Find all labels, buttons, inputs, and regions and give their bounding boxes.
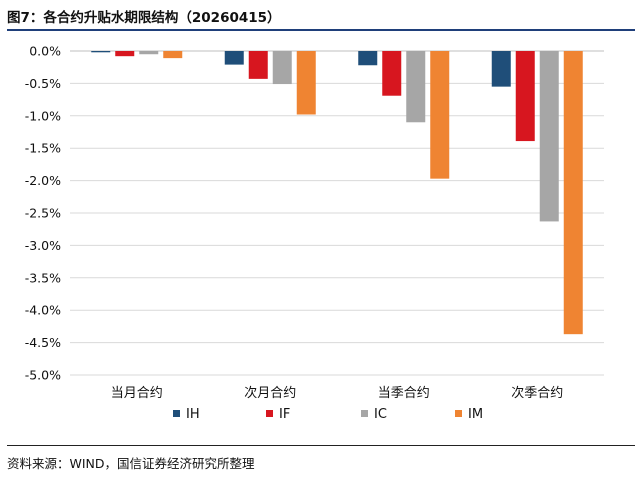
bar-im: [563, 51, 583, 335]
legend-swatch-ic: [361, 410, 368, 417]
bar-ih: [224, 51, 244, 65]
bars: [91, 51, 583, 335]
bar-if: [382, 51, 402, 96]
y-axis: 0.0% -0.5% -1.0% -1.5% -2.0% -2.5% -3.0% -3.5% -…: [25, 44, 61, 383]
source-rule: [7, 445, 635, 446]
legend-label-im: IM: [468, 407, 483, 422]
title-rule: [7, 29, 635, 31]
bar-ih: [91, 51, 111, 53]
legend-label-ic: IC: [374, 407, 387, 422]
y-tick-label: -1.0%: [25, 108, 61, 123]
grid-lines: [70, 50, 604, 376]
legend-label-if: IF: [279, 407, 290, 422]
bar-if: [248, 51, 268, 79]
x-tick-label: 次月合约: [244, 385, 296, 401]
bar-ic: [406, 51, 426, 123]
x-tick-label: 当月合约: [111, 386, 163, 401]
legend-swatch-im: [455, 410, 462, 417]
legend: IH IF IC IM: [173, 407, 483, 422]
y-tick-label: -1.5%: [25, 141, 61, 156]
bar-im: [296, 51, 316, 115]
legend-label-ih: IH: [186, 407, 200, 422]
bar-im: [163, 51, 183, 59]
x-axis: 当月合约 次月合约 当季合约 次季合约: [111, 385, 564, 401]
y-tick-label: -2.5%: [25, 206, 61, 221]
x-tick-label: 当季合约: [378, 386, 430, 401]
bar-ih: [491, 51, 511, 87]
y-tick-label: -0.5%: [25, 76, 61, 91]
y-tick-label: -3.0%: [25, 238, 61, 253]
y-tick-label: -2.0%: [25, 173, 61, 188]
bar-im: [430, 51, 450, 179]
y-tick-label: 0.0%: [29, 44, 61, 59]
bar-ic: [539, 51, 559, 222]
figure-title: 图7：各合约升贴水期限结构（20260415）: [7, 10, 281, 26]
y-tick-label: -5.0%: [25, 368, 61, 383]
x-tick-label: 次季合约: [511, 385, 563, 401]
legend-swatch-if: [266, 410, 273, 417]
source-note: 资料来源：WIND，国信证券经济研究所整理: [7, 456, 255, 471]
bar-ic: [139, 51, 159, 55]
y-tick-label: -3.5%: [25, 270, 61, 285]
y-tick-label: -4.0%: [25, 303, 61, 318]
bar-if: [115, 51, 135, 57]
legend-swatch-ih: [173, 410, 180, 417]
bar-ic: [272, 51, 292, 85]
y-tick-label: -4.5%: [25, 335, 61, 350]
bar-ih: [358, 51, 378, 66]
bar-if: [515, 51, 535, 142]
bar-chart: 0.0% -0.5% -1.0% -1.5% -2.0% -2.5% -3.0% -3.5% -…: [25, 44, 604, 422]
